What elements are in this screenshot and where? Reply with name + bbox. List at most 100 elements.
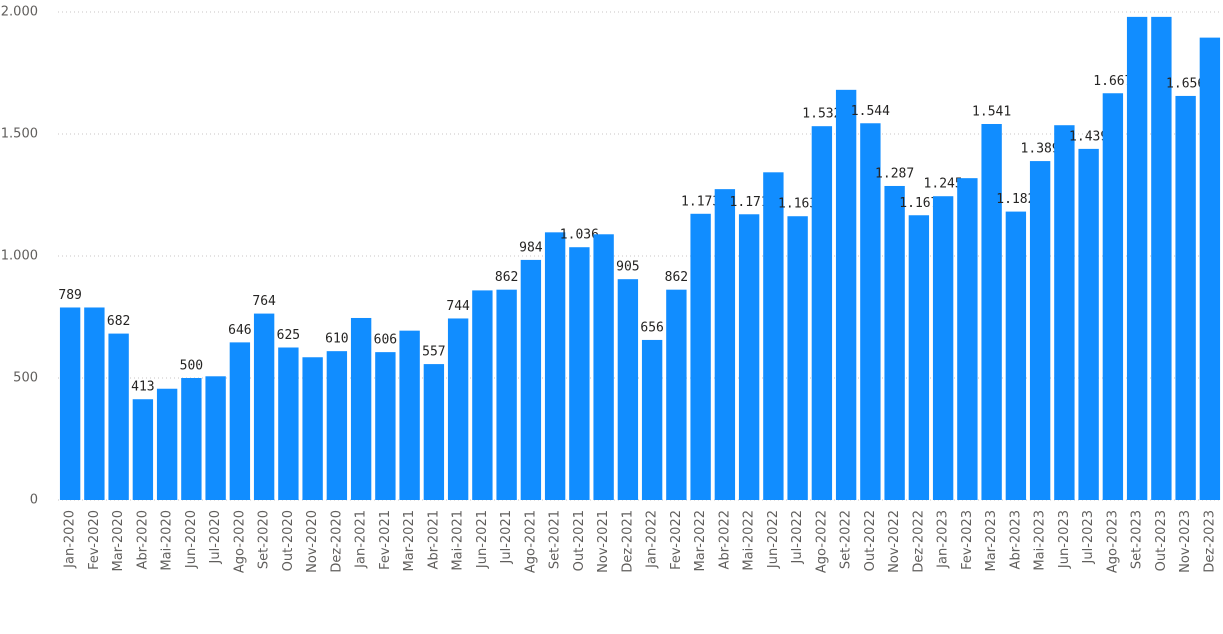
- data-label: 984: [519, 240, 543, 255]
- data-label: 656: [640, 320, 663, 335]
- data-label: 789: [58, 288, 81, 303]
- bar: [860, 123, 881, 500]
- bar: [496, 289, 517, 500]
- bar: [593, 234, 614, 500]
- bar: [835, 89, 857, 500]
- bar: [1151, 16, 1172, 500]
- bar: [617, 279, 639, 500]
- bar: [399, 330, 420, 500]
- bar: [884, 185, 905, 501]
- x-tick-label: Mar-2023: [984, 510, 999, 571]
- x-tick-label: Set-2023: [1130, 510, 1145, 569]
- x-tick-label: Abr-2020: [135, 510, 150, 569]
- bar: [1054, 125, 1075, 500]
- bar: [108, 333, 129, 500]
- data-label: 1.245: [924, 177, 963, 192]
- x-tick-label: Nov-2023: [1178, 510, 1193, 573]
- bar: [205, 376, 226, 500]
- x-tick-label: Jan-2023: [936, 510, 951, 569]
- data-label: 905: [616, 260, 639, 275]
- data-label: 1.656: [1166, 76, 1205, 91]
- data-label: 1.182: [996, 192, 1035, 207]
- x-tick-label: Jul-2021: [499, 510, 514, 564]
- bar: [84, 307, 105, 500]
- data-label: 1.667: [1093, 74, 1132, 89]
- bar: [447, 318, 469, 500]
- data-label: 862: [495, 270, 518, 285]
- x-tick-label: Jan-2020: [63, 510, 78, 569]
- data-label: 606: [374, 333, 397, 348]
- y-tick-label: 1.000: [1, 249, 38, 264]
- y-tick-label: 2.000: [1, 5, 38, 20]
- bar: [811, 126, 833, 500]
- x-tick-label: Nov-2020: [305, 510, 320, 573]
- x-tick-label: Ago-2022: [814, 510, 829, 573]
- data-label: 646: [228, 323, 251, 338]
- data-label: 1.532: [802, 107, 841, 122]
- data-label: 1.439: [1069, 129, 1108, 144]
- data-label: 1.036: [560, 228, 599, 243]
- x-tick-label: Mai-2023: [1033, 510, 1048, 571]
- x-tick-label: Mar-2022: [693, 510, 708, 571]
- x-tick-label: Jun-2020: [184, 510, 199, 569]
- bar: [666, 289, 687, 500]
- x-tick-label: Ago-2021: [523, 510, 538, 573]
- x-tick-label: Fev-2021: [378, 510, 393, 570]
- bar: [278, 347, 299, 500]
- x-tick-label: Dez-2022: [911, 510, 926, 573]
- bar: [375, 352, 396, 500]
- data-label: 1.544: [851, 104, 890, 119]
- x-tick-label: Jun-2021: [475, 510, 490, 569]
- x-tick-label: Ago-2020: [232, 510, 247, 573]
- bar: [1029, 161, 1051, 501]
- bar: [787, 216, 808, 500]
- bar: [229, 342, 251, 500]
- bar: [472, 290, 493, 500]
- x-tick-label: Jul-2020: [208, 510, 223, 564]
- data-label: 625: [277, 328, 300, 343]
- bar: [641, 339, 663, 500]
- x-tick-label: Out-2021: [572, 510, 587, 571]
- x-tick-label: Dez-2021: [620, 510, 635, 573]
- bar: [302, 357, 323, 500]
- bar: [156, 388, 178, 500]
- x-tick-label: Dez-2023: [1202, 510, 1217, 573]
- bar: [1102, 93, 1124, 500]
- x-tick-label: Jun-2022: [766, 510, 781, 569]
- x-tick-label: Mar-2021: [402, 510, 417, 571]
- bar: [1078, 148, 1099, 500]
- y-tick-label: 500: [13, 371, 38, 386]
- x-tick-label: Jun-2023: [1057, 510, 1072, 569]
- bar: [59, 307, 81, 500]
- bar: [932, 196, 954, 500]
- data-label: 557: [422, 345, 445, 360]
- data-label: 1.163: [778, 197, 817, 212]
- bar: [690, 213, 711, 500]
- x-tick-label: Set-2022: [839, 510, 854, 569]
- x-tick-label: Nov-2022: [887, 510, 902, 573]
- data-label: 744: [446, 299, 470, 314]
- x-tick-label: Abr-2023: [1008, 510, 1023, 569]
- data-label: 1.167: [899, 196, 938, 211]
- bar: [181, 378, 202, 500]
- x-tick-label: Fev-2022: [669, 510, 684, 570]
- y-tick-label: 0: [30, 493, 38, 508]
- x-tick-label: Set-2021: [548, 510, 563, 569]
- bar: [253, 313, 275, 500]
- x-tick-label: Ago-2023: [1105, 510, 1120, 573]
- x-tick-label: Abr-2021: [426, 510, 441, 569]
- bar: [132, 399, 154, 500]
- y-tick-label: 1.500: [1, 127, 38, 142]
- x-tick-label: Out-2022: [863, 510, 878, 571]
- x-tick-label: Jul-2022: [790, 510, 805, 564]
- data-label: 1.389: [1021, 142, 1060, 157]
- bar: [1199, 37, 1221, 501]
- x-tick-label: Dez-2020: [329, 510, 344, 573]
- x-tick-label: Nov-2021: [596, 510, 611, 573]
- bar: [738, 214, 760, 500]
- bar: [1175, 95, 1196, 500]
- bar: [763, 172, 784, 501]
- bar: [350, 317, 372, 500]
- data-label: 764: [252, 294, 276, 309]
